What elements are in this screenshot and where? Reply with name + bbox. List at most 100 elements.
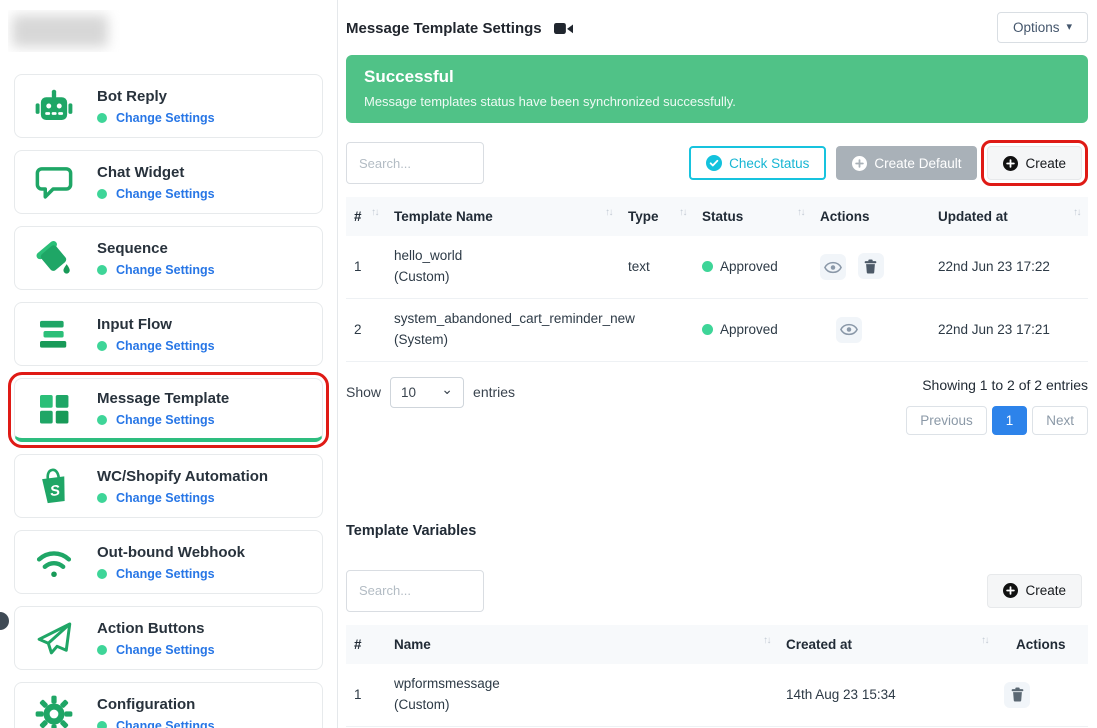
type-cell: text xyxy=(620,236,694,299)
template-name-cell: hello_world (Custom) xyxy=(386,236,620,299)
col-header-name[interactable]: Name ↑↓ xyxy=(386,624,778,664)
variables-search-input[interactable] xyxy=(346,569,484,612)
col-header-template-name[interactable]: Template Name ↑↓ xyxy=(386,197,620,236)
sidebar-item-wc-shopify-automation[interactable]: S WC/Shopify Automation Change Settings xyxy=(14,454,323,518)
change-settings-link[interactable]: Change Settings xyxy=(116,413,215,427)
sidebar-item-label: Sequence xyxy=(97,239,168,257)
status-dot xyxy=(97,112,107,123)
create-label: Create xyxy=(1025,583,1066,599)
change-settings-link[interactable]: Change Settings xyxy=(116,490,215,505)
plus-circle-icon xyxy=(1003,583,1019,599)
sort-icon: ↑↓ xyxy=(605,207,614,218)
entries-label: entries xyxy=(473,384,516,401)
table-row: 1 wpformsmessage (Custom) 14th Aug 23 15… xyxy=(346,663,1088,727)
status-dot xyxy=(97,188,107,199)
sidebar-item-action-buttons[interactable]: Action Buttons Change Settings xyxy=(14,606,323,670)
sidebar-item-bot-reply[interactable]: Bot Reply Change Settings xyxy=(14,74,323,138)
page-title: Message Template Settings xyxy=(346,20,542,37)
sort-icon: ↑↓ xyxy=(797,207,806,218)
actions-cell xyxy=(812,298,930,362)
updated-at-cell: 22nd Jun 23 17:22 xyxy=(930,236,1088,299)
col-header-actions: Actions xyxy=(812,197,930,236)
status-dot xyxy=(97,264,107,275)
sidebar-item-input-flow[interactable]: Input Flow Change Settings xyxy=(14,302,323,366)
status-dot xyxy=(97,415,107,425)
change-settings-link[interactable]: Change Settings xyxy=(116,642,215,657)
plus-circle-icon xyxy=(852,155,868,171)
templates-search-input[interactable] xyxy=(346,142,484,184)
sidebar-item-label: Action Buttons xyxy=(97,619,205,637)
change-settings-link[interactable]: Change Settings xyxy=(116,186,215,201)
paint-bucket-icon xyxy=(31,237,77,279)
sidebar-item-label: Out-bound Webhook xyxy=(97,543,246,561)
col-header-num[interactable]: # ↑↓ xyxy=(346,197,386,236)
video-tutorial-icon[interactable] xyxy=(553,21,573,36)
col-header-num[interactable]: # xyxy=(346,624,386,664)
actions-cell xyxy=(812,236,930,299)
chat-bubble-icon xyxy=(31,161,77,203)
table-row: 2 system_abandoned_cart_reminder_new (Sy… xyxy=(346,298,1088,362)
sidebar-item-configuration[interactable]: Configuration Change Settings xyxy=(14,682,323,728)
edge-floating-button[interactable] xyxy=(0,612,9,630)
sidebar-item-sequence[interactable]: Sequence Change Settings xyxy=(14,226,323,290)
sidebar-item-chat-widget[interactable]: Chat Widget Change Settings xyxy=(14,150,323,214)
change-settings-link[interactable]: Change Settings xyxy=(116,262,215,277)
svg-text:S: S xyxy=(49,483,61,500)
status-dot xyxy=(702,324,713,336)
entries-summary: Showing 1 to 2 of 2 entries xyxy=(922,376,1088,393)
create-button[interactable]: Create xyxy=(981,140,1088,186)
table-row: 1 hello_world (Custom) text Approved xyxy=(346,236,1088,299)
show-label: Show xyxy=(346,384,382,401)
change-settings-link[interactable]: Change Settings xyxy=(116,566,215,581)
sort-icon: ↑↓ xyxy=(679,207,688,218)
view-button[interactable] xyxy=(820,254,846,281)
status-dot xyxy=(97,568,107,579)
row-num: 1 xyxy=(346,236,386,299)
change-settings-link[interactable]: Change Settings xyxy=(116,110,215,125)
status-dot xyxy=(97,340,107,351)
shopify-bag-icon: S xyxy=(31,465,77,507)
plus-circle-icon xyxy=(1003,155,1019,171)
col-header-created-at[interactable]: Created at ↑↓ xyxy=(778,624,996,664)
page-size-select[interactable]: 10 ⌄ xyxy=(390,376,465,408)
sort-icon: ↑↓ xyxy=(1073,207,1082,218)
next-page-button[interactable]: Next xyxy=(1032,405,1088,435)
type-cell xyxy=(620,298,694,362)
status-cell: Approved xyxy=(694,298,812,362)
success-alert: Successful Message templates status have… xyxy=(346,55,1088,123)
options-button[interactable]: Options ▾ xyxy=(996,12,1088,43)
sidebar-item-label: Bot Reply xyxy=(97,87,168,105)
sidebar-item-message-template[interactable]: Message Template Change Settings xyxy=(8,372,329,448)
page-size-value: 10 xyxy=(401,384,417,400)
row-num: 1 xyxy=(346,663,386,727)
paper-plane-icon xyxy=(31,617,77,659)
change-settings-link[interactable]: Change Settings xyxy=(116,338,215,353)
col-header-status[interactable]: Status ↑↓ xyxy=(694,197,812,236)
check-status-button[interactable]: Check Status xyxy=(689,146,827,180)
sort-icon: ↑↓ xyxy=(763,634,772,646)
col-header-updated-at[interactable]: Updated at ↑↓ xyxy=(930,197,1088,236)
template-variables-title: Template Variables xyxy=(346,522,477,539)
grid-icon xyxy=(31,388,77,430)
view-button[interactable] xyxy=(836,316,862,343)
status-dot xyxy=(702,261,713,273)
row-num: 2 xyxy=(346,298,386,362)
robot-icon xyxy=(31,85,77,127)
pagination: Previous 1 Next xyxy=(906,405,1088,435)
delete-button[interactable] xyxy=(1004,681,1030,708)
table-header-row: # Name ↑↓ Created at ↑↓ Actions xyxy=(346,624,1088,664)
sort-icon: ↑↓ xyxy=(371,207,380,218)
check-circle-icon xyxy=(706,155,723,171)
sidebar-item-label: Configuration xyxy=(97,695,196,713)
col-header-type[interactable]: Type ↑↓ xyxy=(620,197,694,236)
status-dot xyxy=(97,644,107,655)
status-dot xyxy=(97,492,107,503)
create-default-button[interactable]: Create Default xyxy=(836,146,978,180)
template-name-cell: system_abandoned_cart_reminder_new (Syst… xyxy=(386,298,635,362)
sidebar-item-outbound-webhook[interactable]: Out-bound Webhook Change Settings xyxy=(14,530,323,594)
page-1-button[interactable]: 1 xyxy=(991,405,1028,435)
variables-create-button[interactable]: Create xyxy=(987,573,1082,608)
delete-button[interactable] xyxy=(857,253,884,280)
change-settings-link[interactable]: Change Settings xyxy=(116,718,215,728)
previous-page-button[interactable]: Previous xyxy=(906,405,987,435)
